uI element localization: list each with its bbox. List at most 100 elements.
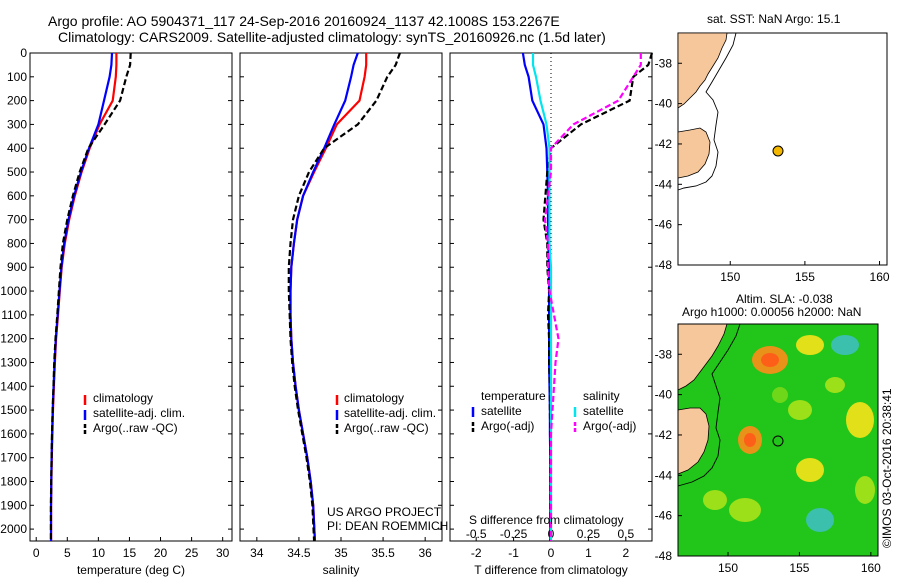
sst-map: sat. SST: NaN Argo: 15.1 -38 -40 -42 -44 -46…	[655, 12, 890, 284]
sla-anomaly-blob	[788, 400, 812, 420]
depth-tick-label: 0	[20, 46, 27, 60]
sst-ticks-lon-label: 155	[795, 270, 815, 284]
credit-line-2: PI: DEAN ROEMMICH	[327, 519, 448, 533]
difference-xtick-label: 2	[622, 546, 629, 560]
diff-legend-temperature-head: temperature	[481, 389, 546, 403]
sst-ticks-lat-label: -38	[655, 56, 673, 70]
sla-ticks-lon-label: 155	[789, 561, 809, 575]
sst-ticks-lat-label: -46	[655, 218, 673, 232]
sla-anomaly-blob	[855, 476, 875, 504]
profile-panels: 0100200300400500600700800900100011001200…	[0, 46, 654, 577]
diff-legend-salinity-head: salinity	[583, 389, 620, 403]
sla-ticks-lon-label: 150	[718, 561, 738, 575]
sla-ticks-lat-label: -42	[655, 428, 673, 442]
sla-map-tasmania	[677, 407, 710, 475]
sla-anomaly-blob	[744, 433, 756, 447]
sla-anomaly-blob	[772, 387, 788, 403]
difference-stick-label: 0.25	[577, 527, 601, 541]
sla-anomaly-blob	[761, 353, 779, 367]
sst-ticks-lat-label: -48	[655, 258, 673, 272]
sla-anomaly-blob	[846, 402, 874, 438]
depth-tick-label: 1600	[0, 427, 27, 441]
difference-xlabel: T difference from climatology	[474, 563, 628, 577]
sst-ticks-lat-label: -44	[655, 177, 673, 191]
temperature-xtick-label: 5	[64, 546, 71, 560]
salinity-plot-frame	[239, 52, 443, 542]
difference-xtick-label: -1	[508, 546, 519, 560]
title-line-1: Argo profile: AO 5904371_117 24-Sep-2016…	[48, 13, 560, 29]
sst-ticks-lat-label: -40	[655, 97, 673, 111]
sla-ticks-lat-label: -38	[655, 347, 673, 361]
imos-watermark: ©IMOS 03-Oct-2016 20:38:41	[880, 388, 894, 548]
salinity-xtick-label: 34	[250, 546, 264, 560]
depth-tick-label: 1000	[0, 284, 27, 298]
depth-tick-label: 200	[7, 94, 27, 108]
sla-argo-float-marker	[772, 435, 784, 447]
diff-legend-t-satellite: satellite	[481, 404, 522, 418]
temp-legend-argo: Argo(..raw -QC)	[93, 421, 178, 435]
depth-tick-label: 500	[7, 165, 27, 179]
salinity-xtick-label: 35.5	[371, 546, 395, 560]
temp-legend-satellite: satellite-adj. clim.	[93, 406, 185, 420]
sal-legend-satellite: satellite-adj. clim.	[344, 406, 436, 420]
sla-map-ticks: -38 -40 -42 -44 -46 -48 150 155 160	[655, 347, 882, 575]
depth-tick-label: 1700	[0, 451, 27, 465]
salinity-xlabel: salinity	[323, 563, 360, 577]
difference-stick-label: 0.5	[617, 527, 634, 541]
sla-ticks-lat-label: -40	[655, 388, 673, 402]
temperature-xtick-label: 10	[92, 546, 106, 560]
difference-stick-label: -0.25	[500, 527, 528, 541]
sla-ticks-lat-label: -44	[655, 468, 673, 482]
sla-map-frame	[677, 323, 879, 557]
temperature-xtick-label: 30	[216, 546, 230, 560]
sla-field	[678, 324, 878, 556]
diff-legend-s-satellite: satellite	[583, 404, 624, 418]
argo-float-marker	[772, 145, 784, 157]
sla-anomaly-blob	[796, 335, 824, 355]
difference-legend: temperature satellite Argo(-adj) salinit…	[469, 389, 636, 527]
temperature-xlabel: temperature (deg C)	[77, 563, 185, 577]
credit-line-1: US ARGO PROJECT	[327, 505, 442, 519]
depth-tick-label: 1500	[0, 403, 27, 417]
sst-map-coastline	[677, 32, 737, 191]
sla-anomaly-blob	[831, 335, 859, 355]
sla-anomaly-blob	[703, 490, 727, 510]
sla-map-coastline	[677, 323, 741, 487]
difference-stick-label: -0.5	[466, 527, 487, 541]
temp-legend-climatology: climatology	[93, 391, 153, 405]
salinity-legend: climatology satellite-adj. clim. Argo(..…	[327, 391, 448, 533]
sla-map-title-1: Altim. SLA: -0.038	[736, 292, 833, 306]
sst-ticks-lon-label: 160	[870, 270, 890, 284]
diff-top-label: S difference from climatology	[469, 513, 624, 527]
sst-map-title: sat. SST: NaN Argo: 15.1	[707, 12, 841, 26]
diff-legend-t-argo: Argo(-adj)	[481, 419, 534, 433]
salinity-series-3	[287, 52, 401, 542]
difference-xtick-label: 1	[585, 546, 592, 560]
sla-ticks-lon-label: 160	[861, 561, 881, 575]
depth-tick-label: 1400	[0, 379, 27, 393]
sla-anomaly-blob	[806, 508, 834, 532]
sst-ticks-lon-label: 150	[720, 270, 740, 284]
temperature-xtick-label: 0	[33, 546, 40, 560]
temperature-xtick-label: 15	[123, 546, 137, 560]
salinity-xtick-label: 35	[334, 546, 348, 560]
depth-tick-label: 1100	[1, 308, 27, 322]
temperature-xtick-label: 25	[185, 546, 199, 560]
sal-legend-argo: Argo(..raw -QC)	[344, 421, 429, 435]
sst-ticks-lat-label: -42	[655, 137, 673, 151]
difference-xtick-label: 0	[548, 546, 555, 560]
sst-map-mainland	[677, 32, 728, 109]
salinity-xtick-label: 34.5	[287, 546, 311, 560]
sla-ticks-lat-label: -46	[655, 509, 673, 523]
depth-tick-label: 1300	[0, 355, 27, 369]
depth-tick-label: 1900	[0, 498, 27, 512]
sst-map-tasmania	[677, 127, 711, 179]
depth-tick-label: 600	[7, 189, 27, 203]
sla-ticks-lat-label: -48	[655, 549, 673, 563]
depth-tick-label: 1800	[0, 474, 27, 488]
depth-tick-label: 1200	[0, 332, 27, 346]
sla-anomaly-blob	[729, 498, 761, 522]
depth-tick-label: 400	[7, 141, 27, 155]
sla-map-title-2: Argo h1000: 0.00056 h2000: NaN	[682, 305, 861, 319]
